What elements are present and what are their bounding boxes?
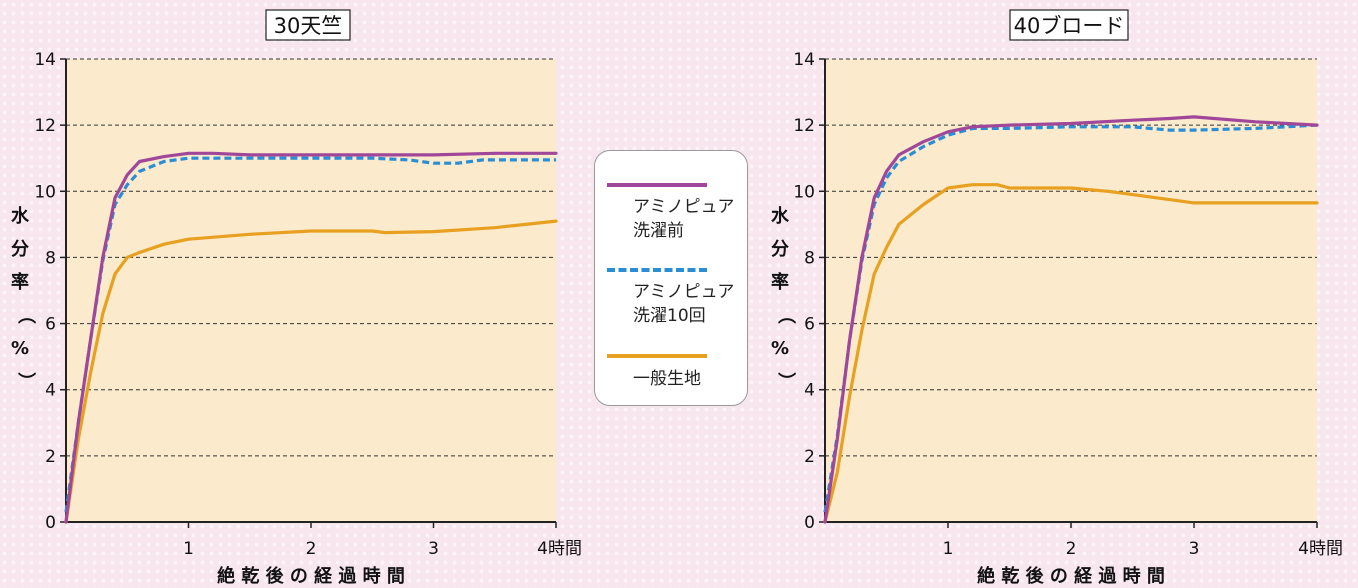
chart-title-right: 40ブロード xyxy=(1014,14,1125,38)
x-tick-label-left-1: 1 xyxy=(183,539,194,559)
legend-label-after-10-washes: アミノピュア 洗濯10回 xyxy=(633,280,734,328)
y-tick-label-right-6: 6 xyxy=(804,315,815,335)
legend: アミノピュア 洗濯前 アミノピュア 洗濯10回 一般生地 xyxy=(594,150,748,406)
x-axis-label-right: 絶 乾 後 の 経 過 時 間 xyxy=(977,565,1165,587)
legend-label-general-fabric: 一般生地 xyxy=(633,367,701,391)
y-axis-label-char-right-0: 水 xyxy=(771,205,790,227)
legend-line-general-fabric xyxy=(607,354,707,358)
y-tick-label-left-10: 10 xyxy=(34,182,56,202)
plot-area-left xyxy=(66,59,556,522)
legend-line-after-10-washes xyxy=(607,268,707,272)
y-tick-label-left-8: 8 xyxy=(45,248,56,268)
y-axis-label-char-left-3: （ xyxy=(15,306,36,324)
y-axis-label-char-left-5: ） xyxy=(15,372,36,390)
legend-label-before-wash-line1: アミノピュア xyxy=(633,197,735,217)
x-tick-label-right-3: 3 xyxy=(1189,539,1200,559)
y-axis-label-char-right-1: 分 xyxy=(771,239,789,260)
series-line-left-before-wash xyxy=(64,151,558,524)
y-tick-label-left-14: 14 xyxy=(34,50,56,70)
x-tick-label-right-2: 2 xyxy=(1066,539,1077,559)
legend-label-before-wash-line2: 洗濯前 xyxy=(633,221,684,241)
y-axis-label-char-right-3: （ xyxy=(775,306,796,324)
x-tick-label-left-4: 4時間 xyxy=(537,539,582,559)
series-line-right-general-fabric xyxy=(823,183,1319,524)
y-tick-label-right-14: 14 xyxy=(793,50,815,70)
y-axis-label-char-left-0: 水 xyxy=(11,205,30,227)
chart-title-box-right xyxy=(1009,9,1129,41)
y-tick-label-left-2: 2 xyxy=(45,447,56,467)
y-axis-label-char-right-4: % xyxy=(771,338,789,359)
y-tick-label-right-0: 0 xyxy=(804,513,815,533)
plot-area-right xyxy=(825,59,1317,522)
legend-label-general-fabric-line1: 一般生地 xyxy=(633,369,701,389)
y-tick-label-right-8: 8 xyxy=(804,248,815,268)
series-line-right-before-wash xyxy=(823,115,1319,524)
y-axis-label-char-right-2: 率 xyxy=(771,271,789,293)
y-tick-label-right-4: 4 xyxy=(804,381,815,401)
series-line-left-general-fabric xyxy=(64,219,558,524)
y-tick-label-left-6: 6 xyxy=(45,315,56,335)
y-tick-label-right-10: 10 xyxy=(793,182,815,202)
legend-label-after-10-washes-line1: アミノピュア xyxy=(633,282,735,302)
y-tick-label-left-0: 0 xyxy=(45,513,56,533)
y-tick-label-left-4: 4 xyxy=(45,381,56,401)
y-tick-label-right-2: 2 xyxy=(804,447,815,467)
y-axis-label-char-left-2: 率 xyxy=(11,271,29,293)
y-tick-label-left-12: 12 xyxy=(34,116,56,136)
x-tick-label-right-1: 1 xyxy=(943,539,954,559)
legend-label-before-wash: アミノピュア 洗濯前 xyxy=(633,195,734,243)
x-tick-label-left-2: 2 xyxy=(306,539,317,559)
y-axis-label-char-left-4: % xyxy=(11,338,29,359)
x-tick-label-left-3: 3 xyxy=(428,539,439,559)
legend-line-before-wash xyxy=(607,183,707,187)
x-tick-label-right-4: 4時間 xyxy=(1298,539,1343,559)
chart-title-box-left xyxy=(265,9,351,41)
y-axis-label-char-left-1: 分 xyxy=(11,239,29,260)
y-tick-label-right-12: 12 xyxy=(793,116,815,136)
x-axis-label-left: 絶 乾 後 の 経 過 時 間 xyxy=(217,565,405,587)
y-axis-label-char-right-5: ） xyxy=(775,372,796,390)
series-line-left-after-10-washes xyxy=(64,156,556,513)
legend-label-after-10-washes-line2: 洗濯10回 xyxy=(633,306,706,326)
chart-title-left: 30天竺 xyxy=(274,14,343,38)
